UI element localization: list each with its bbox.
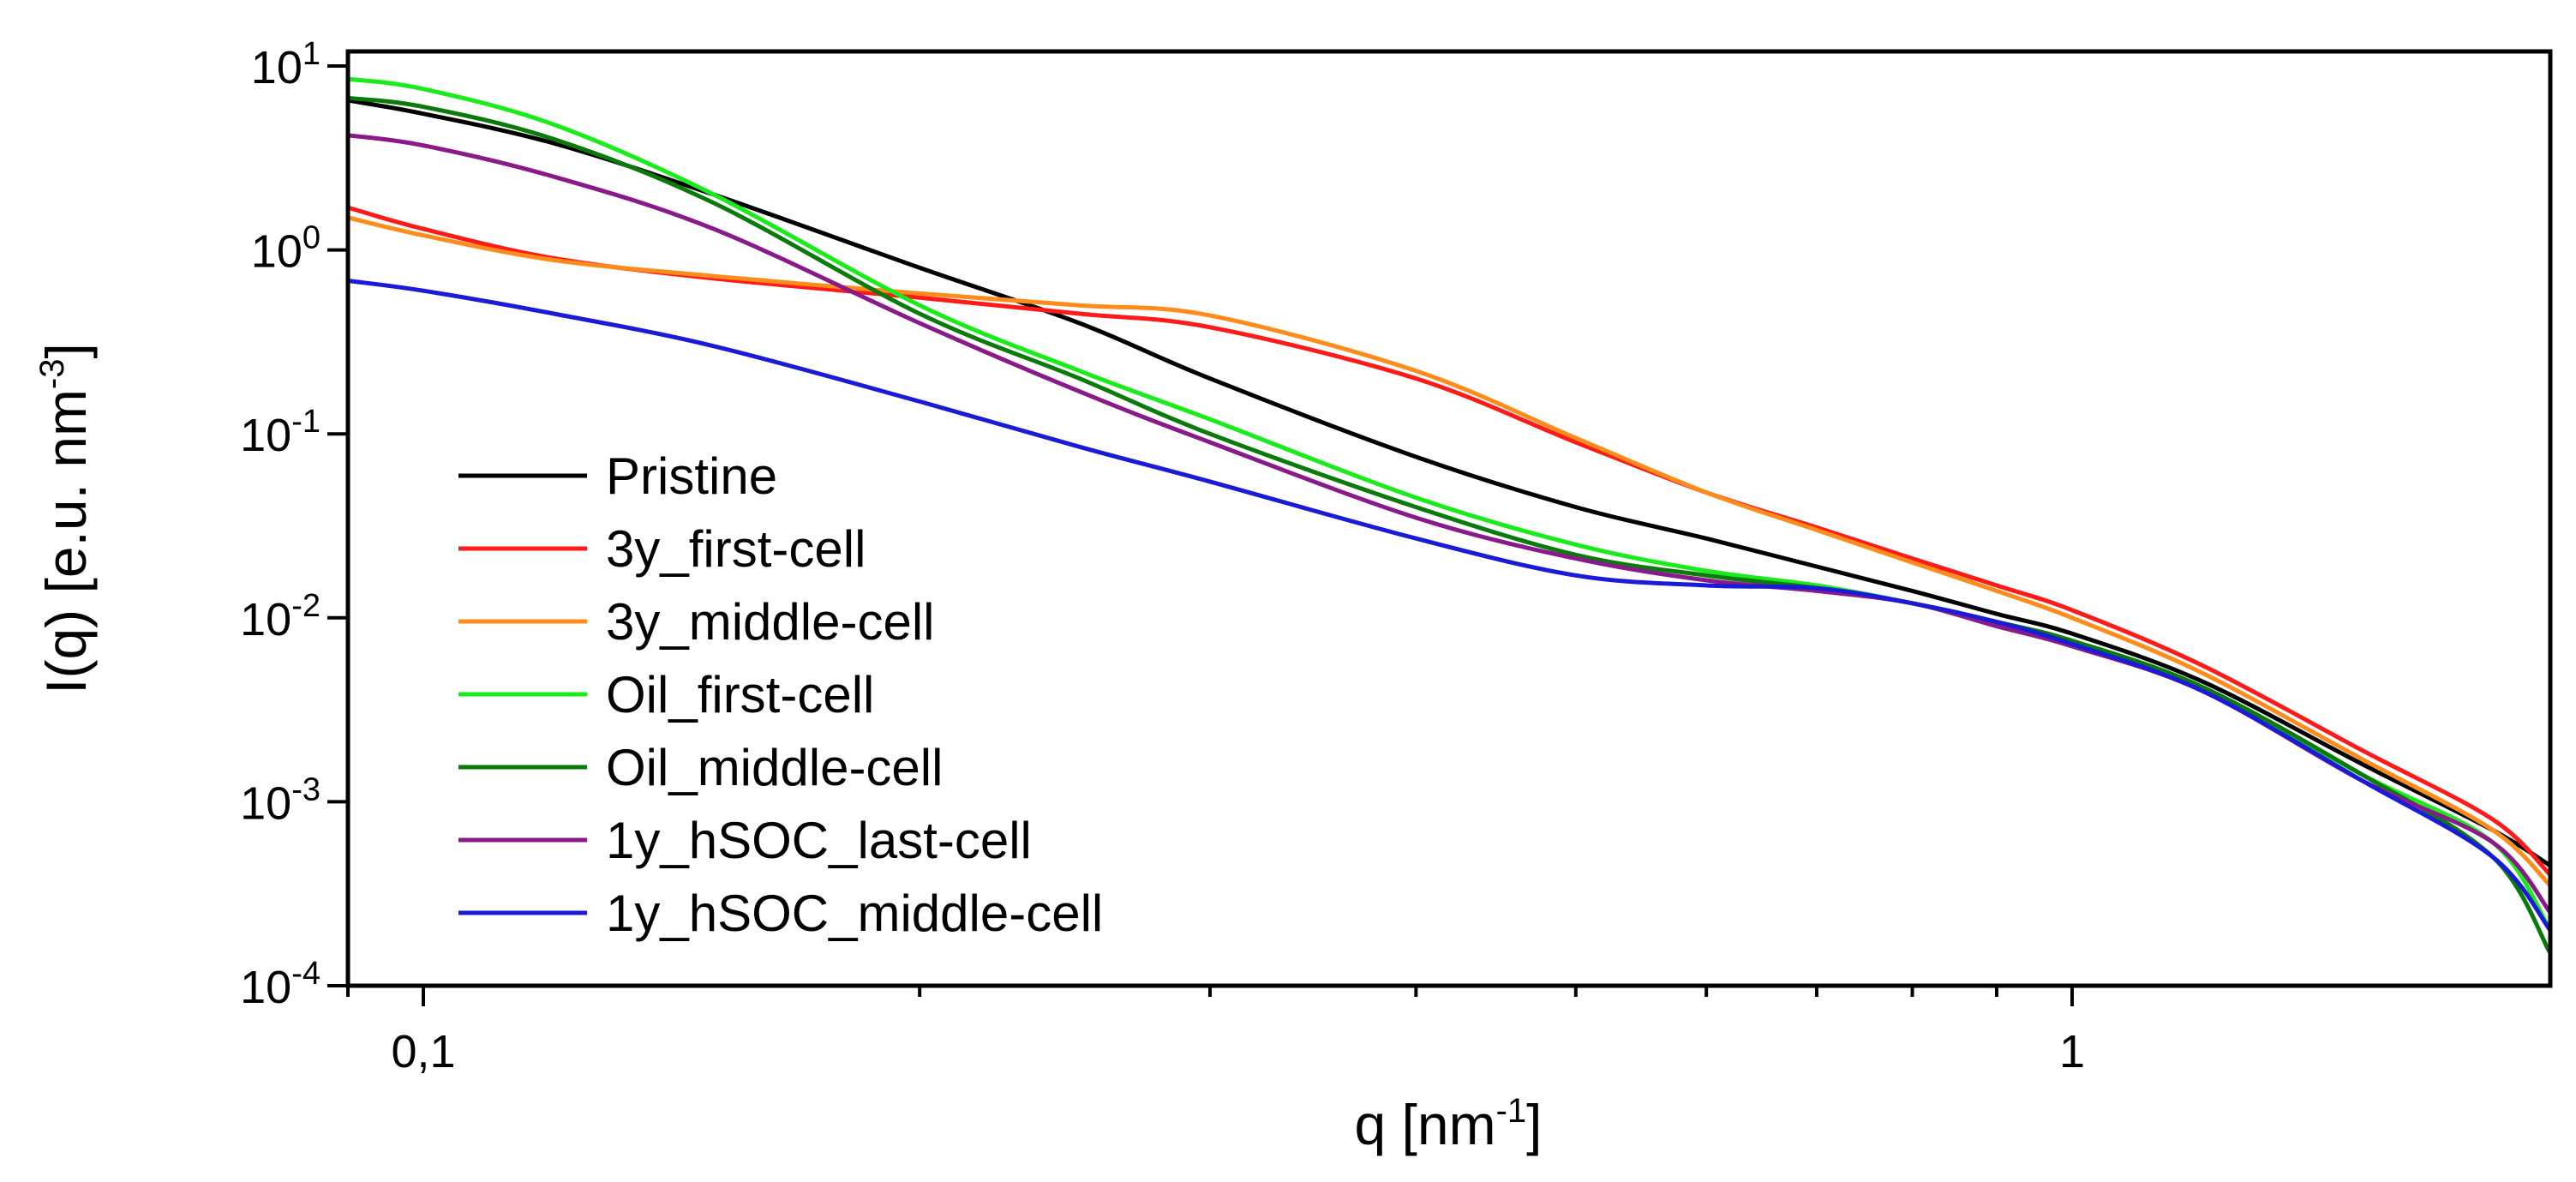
y-tick-label-4: 10-3 — [240, 771, 321, 829]
y-tick-label-2: 10-1 — [240, 404, 321, 461]
y-tick-label-base-1: 10 — [251, 226, 303, 278]
y-tick-label-base-3: 10 — [240, 594, 291, 645]
x-axis-title-tail: ] — [1526, 1093, 1542, 1156]
y-tick-label-exp-2: -1 — [291, 404, 321, 440]
legend-label-4: Oil_middle-cell — [606, 739, 943, 796]
y-axis-title-tail: ] — [34, 343, 98, 358]
y-tick-label-5: 10-4 — [240, 956, 321, 1013]
x-axis-title-sup: -1 — [1496, 1092, 1527, 1130]
plot-frame — [345, 49, 2553, 988]
y-axis-title-sup: -3 — [33, 358, 71, 389]
y-tick-label-1: 100 — [251, 220, 321, 278]
y-tick-label-base-5: 10 — [240, 962, 291, 1013]
y-tick-label-base-2: 10 — [240, 410, 291, 461]
series-line-6 — [347, 279, 2553, 932]
legend-label-5: 1y_hSOC_last-cell — [606, 812, 1032, 869]
y-tick-label-exp-0: 1 — [303, 36, 321, 72]
y-tick-label-exp-1: 0 — [303, 220, 321, 256]
x-tick-label-1: 1 — [2059, 1026, 2085, 1077]
y-tick-label-exp-5: -4 — [291, 956, 321, 992]
y-tick-label-exp-3: -2 — [291, 588, 321, 624]
x-axis-title: q [nm-1] — [1355, 1092, 1543, 1156]
legend-label-6: 1y_hSOC_middle-cell — [606, 885, 1103, 942]
series-line-4 — [347, 95, 2553, 955]
x-axis-title-base: q [nm — [1355, 1093, 1496, 1156]
y-tick-label-3: 10-2 — [240, 588, 321, 645]
legend-label-1: 3y_first-cell — [606, 520, 866, 578]
legend-label-2: 3y_middle-cell — [606, 593, 935, 651]
x-tick-label-0: 0,1 — [391, 1026, 455, 1077]
series-line-2 — [347, 215, 2552, 887]
legend: Pristine 3y_first-cell 3y_middle-cell Oil_f… — [458, 447, 1103, 942]
y-tick-label-exp-4: -3 — [291, 771, 321, 807]
series-line-1 — [347, 205, 2552, 877]
y-axis-title-base: I(q) [e.u. nm — [34, 389, 98, 694]
y-tick-label-base-0: 10 — [251, 42, 303, 93]
legend-label-3: Oil_first-cell — [606, 666, 874, 723]
y-tick-label-0: 101 — [251, 36, 321, 93]
series-layer — [347, 76, 2553, 955]
y-tick-label-base-4: 10 — [240, 777, 291, 829]
legend-label-0: Pristine — [606, 447, 777, 505]
y-axis-title: I(q) [e.u. nm-3] — [33, 343, 98, 694]
